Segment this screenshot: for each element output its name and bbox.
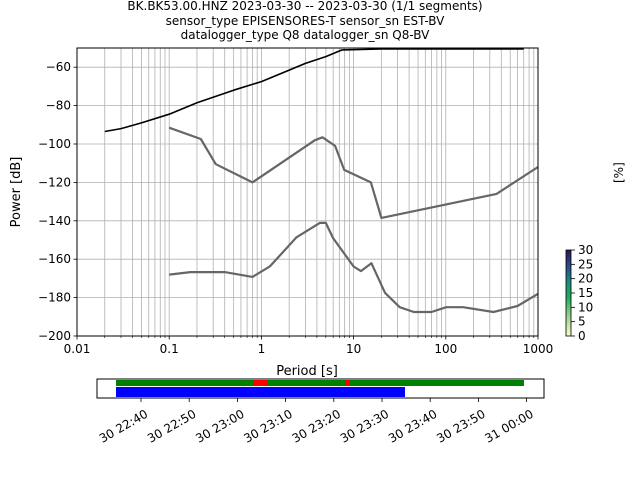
x-tick-label: 1000 (523, 342, 554, 356)
timeline-tick-label: 30 23:20 (290, 407, 343, 446)
timeline-tick-label: 30 23:00 (193, 407, 246, 446)
colorbar-tick-label: 15 (578, 286, 593, 300)
gap-marker (253, 380, 268, 386)
colorbar-tick-label: 20 (578, 272, 593, 286)
y-tick-label: −160 (38, 252, 71, 266)
colorbar-label: [%] (612, 162, 626, 183)
timeline-tick-label: 30 23:10 (241, 407, 294, 446)
low-noise-model-line (169, 221, 539, 314)
grid-lines (76, 48, 538, 337)
colorbar-gradient (565, 249, 572, 337)
y-axis-label: Power [dB] (9, 157, 24, 228)
y-tick-label: −200 (38, 329, 71, 343)
x-axis-label: Period [s] (276, 364, 338, 379)
y-tick-label: −80 (46, 99, 71, 113)
x-tick-label: 100 (434, 342, 457, 356)
figure-title-line-1: BK.BK53.00.HNZ 2023-03-30 -- 2023-03-30 … (127, 0, 483, 13)
y-tick-label: −100 (38, 137, 71, 151)
x-tick-label: 1 (258, 342, 266, 356)
colorbar-tick-label: 5 (578, 315, 586, 329)
y-tick-label: −140 (38, 214, 71, 228)
psd-measurement-line (104, 48, 524, 133)
colorbar-tick-label: 10 (578, 300, 593, 314)
colorbar-tick-label: 0 (578, 329, 586, 343)
series-layer (104, 48, 539, 314)
plot-frame (76, 47, 539, 337)
y-tick-label: −180 (38, 291, 71, 305)
y-tick-label: −120 (38, 175, 71, 189)
colorbar-tick-label: 30 (578, 243, 593, 257)
data-segment (116, 387, 405, 397)
high-noise-model-line (168, 126, 539, 219)
axis-layer: 0.01 0.1 1 10 100 1000 −200 −180 −160 −140 −120 −10… (38, 60, 553, 356)
timeline-tick-label: 30 22:40 (97, 407, 150, 446)
x-tick-label: 0.1 (160, 342, 179, 356)
x-tick-label: 0.01 (64, 342, 91, 356)
x-tick-label: 10 (346, 342, 361, 356)
coverage-segment (116, 380, 524, 386)
colorbar-tick-label: 25 (578, 257, 593, 271)
timeline-tick-label: 30 22:50 (145, 407, 198, 446)
timeline-tick-label: 31 00:00 (482, 407, 535, 446)
timeline-tick-label: 30 23:50 (434, 407, 487, 446)
timeline-tick-label: 30 23:30 (338, 407, 391, 446)
y-tick-label: −60 (46, 60, 71, 74)
figure-title-line-2: sensor_type EPISENSORES-T sensor_sn EST-… (165, 13, 445, 28)
figure-title-line-3: datalogger_type Q8 datalogger_sn Q8-BV (180, 28, 430, 42)
gap-marker (346, 380, 350, 386)
timeline-tick-label: 30 23:40 (386, 407, 439, 446)
